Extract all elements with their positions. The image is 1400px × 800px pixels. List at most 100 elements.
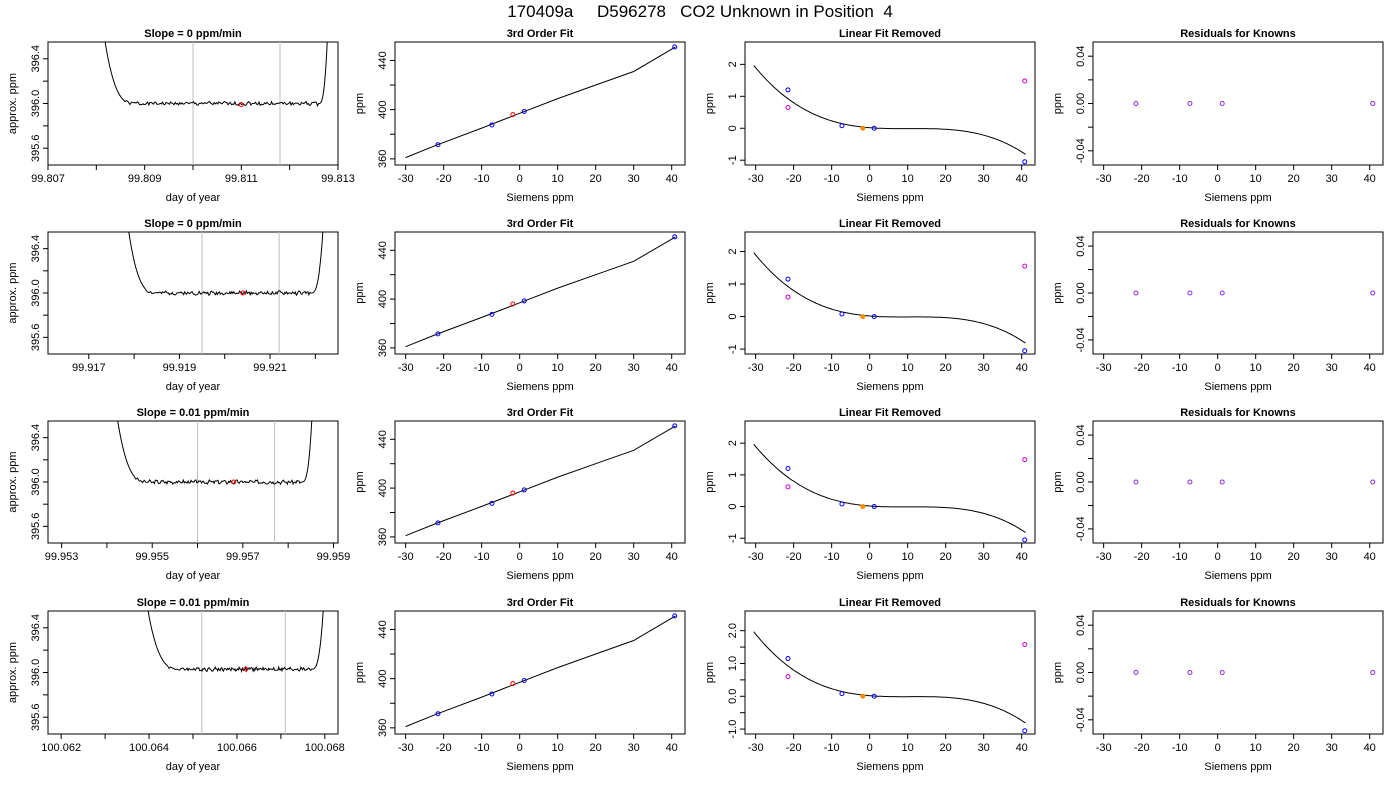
x-tick-label: 10: [1250, 362, 1262, 374]
x-tick-label: 20: [590, 742, 602, 754]
known-point: [489, 311, 495, 317]
x-tick-label: 20: [940, 173, 952, 185]
y-axis-label: ppm: [1052, 93, 1064, 114]
plot-area: [753, 631, 1028, 734]
chart-panel: Residuals for Knowns -30 -20 -10 0 10 20 30 40 Si…: [1052, 218, 1384, 393]
x-tick-label: 20: [940, 362, 952, 374]
x-tick-label: 20: [1288, 742, 1300, 754]
chart-panel: Slope = 0 ppm/min 99.807 99.809 99.811 99.81…: [7, 28, 355, 204]
chart-panel: Linear Fit Removed-30 -20 -10 0 10 20 30 40Siem…: [704, 28, 1036, 204]
plot-frame: [1092, 420, 1384, 544]
x-axis-label: day of year: [166, 192, 221, 204]
x-tick-label: 10: [1250, 173, 1262, 185]
y-tick-label: 0: [727, 503, 739, 509]
x-tick-label: 0: [1215, 173, 1221, 185]
y-tick-label: -1: [727, 344, 739, 354]
plot-area: [1133, 479, 1376, 485]
known-point: [785, 276, 791, 282]
chart-panel: 3rd Order Fit -30 -20 -10 0 10 20 30 40 Siemens p…: [354, 407, 686, 582]
known-point: [785, 466, 791, 472]
plot-frame: [394, 610, 686, 735]
y-tick-label: 395.6: [30, 703, 42, 731]
unknown-point: [860, 693, 866, 699]
residual-point: [1133, 479, 1139, 485]
x-tick-label: -20: [1134, 173, 1150, 185]
plot-area: [1133, 101, 1376, 106]
known-point: [521, 108, 527, 114]
known-point: [839, 311, 845, 317]
x-tick-label: 30: [1326, 551, 1338, 563]
x-tick-label: -10: [1172, 551, 1188, 563]
chart-title: Residuals for Knowns: [1180, 597, 1296, 609]
x-tick-label: -30: [1096, 173, 1112, 185]
x-tick-label: 20: [590, 551, 602, 563]
x-tick-label: 20: [1288, 173, 1300, 185]
x-axis-label: Siemens ppm: [506, 761, 573, 773]
fit-curve: [753, 443, 1026, 533]
plot-area: [104, 42, 328, 165]
y-axis-label: ppm: [704, 93, 716, 114]
raw-point: [1022, 641, 1028, 647]
y-axis-label: ppm: [1052, 662, 1064, 683]
y-tick-label: 400: [377, 290, 389, 308]
plot-frame: [47, 610, 339, 735]
x-tick-label: 10: [1250, 742, 1262, 754]
x-tick-label: -10: [474, 173, 490, 185]
residual-point: [1370, 101, 1376, 106]
x-tick-label: 99.957: [226, 551, 260, 563]
y-tick-label: 440: [377, 241, 389, 259]
x-tick-label: 0: [517, 362, 523, 374]
unknown-point: [860, 314, 866, 320]
known-point: [672, 44, 678, 50]
x-tick-label: -20: [436, 551, 452, 563]
y-tick-label: 0.00: [1075, 662, 1087, 683]
plot-area: [753, 443, 1028, 543]
raw-point: [785, 674, 791, 680]
chart-panel: Residuals for Knowns -30 -20 -10 0 10 20 30 40 Si…: [1052, 407, 1384, 582]
y-tick-label: 0.04: [1075, 424, 1087, 445]
chart-panel: 3rd Order Fit -30 -20 -10 0 10 20 30 40 Siemens p…: [354, 218, 686, 393]
fit-curve: [753, 252, 1026, 344]
unknown-point: [510, 112, 516, 118]
x-tick-label: 99.811: [225, 173, 258, 185]
y-tick-label: 0.00: [1075, 471, 1087, 492]
x-tick-label: 20: [590, 362, 602, 374]
x-tick-label: 40: [1016, 742, 1028, 754]
x-tick-label: 10: [902, 742, 914, 754]
x-axis-label: Siemens ppm: [856, 570, 923, 582]
y-tick-label: 0: [727, 125, 739, 131]
x-tick-label: 30: [1326, 742, 1338, 754]
y-tick-label: -0.04: [1075, 516, 1087, 541]
x-axis-label: day of year: [166, 381, 221, 393]
x-tick-label: 40: [666, 362, 678, 374]
known-point: [521, 298, 527, 304]
x-tick-label: -10: [474, 362, 490, 374]
y-tick-label: 360: [377, 528, 389, 546]
chart-title: Slope = 0 ppm/min: [144, 218, 242, 230]
unknown-point: [510, 681, 516, 687]
chart-title: Linear Fit Removed: [839, 597, 941, 609]
residual-point: [1187, 290, 1193, 296]
y-tick-label: 400: [377, 669, 389, 687]
chart-panel: 3rd Order Fit -30 -20 -10 0 10 20 30 40 Siemens p…: [354, 28, 686, 204]
y-axis-label: ppm: [354, 93, 366, 114]
y-tick-label: -0.04: [1075, 707, 1087, 732]
y-tick-label: 400: [377, 100, 389, 118]
y-axis-label: ppm: [354, 662, 366, 683]
chart-title: Slope = 0 ppm/min: [144, 28, 242, 40]
plot-area: [128, 232, 324, 354]
chart-panel: Linear Fit Removed-30 -20 -10 0 10 20 30 40Siem…: [704, 407, 1036, 582]
y-tick-label: 0.04: [1075, 614, 1087, 635]
y-axis-label: ppm: [1052, 282, 1064, 303]
chart-title: Residuals for Knowns: [1180, 218, 1296, 230]
chart-title: 3rd Order Fit: [507, 407, 574, 419]
y-tick-label: 440: [377, 430, 389, 448]
x-tick-label: 20: [1288, 362, 1300, 374]
chart-title: 3rd Order Fit: [507, 597, 574, 609]
y-axis-label: ppm: [704, 282, 716, 303]
unknown-point: [510, 301, 516, 307]
x-tick-label: 99.921: [253, 362, 287, 374]
x-axis-label: Siemens ppm: [1204, 761, 1271, 773]
x-tick-label: 0: [517, 742, 523, 754]
known-point: [435, 331, 441, 337]
